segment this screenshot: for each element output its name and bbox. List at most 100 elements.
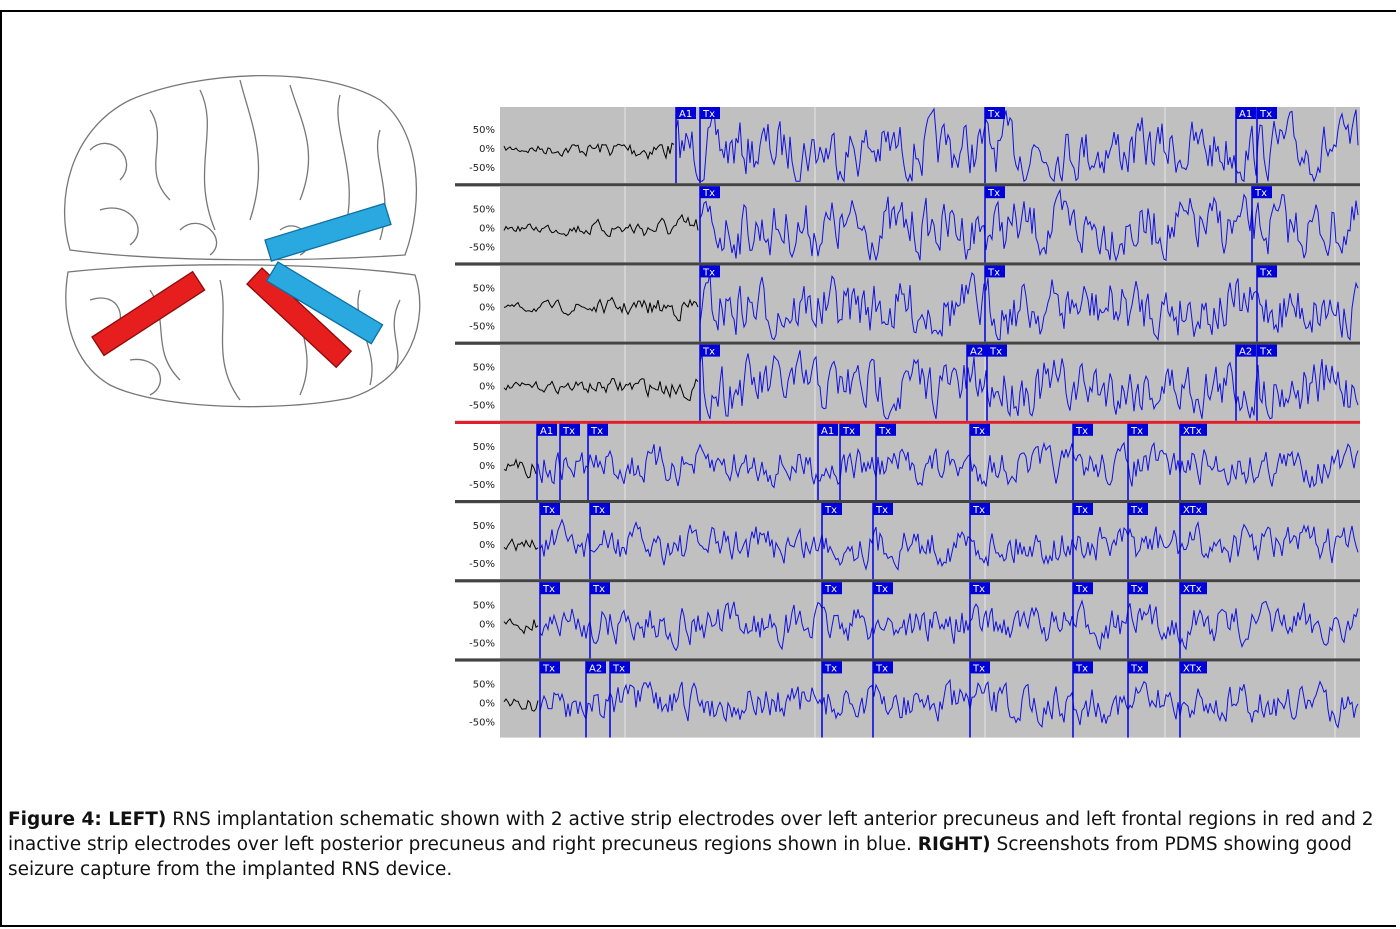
marker-box xyxy=(1128,423,1148,436)
marker-label: Tx xyxy=(1254,188,1267,199)
marker-box xyxy=(540,503,560,515)
axis-label: 0% xyxy=(479,461,495,472)
marker-label: Tx xyxy=(842,426,855,437)
trace-detected xyxy=(539,518,1359,571)
trace-detected xyxy=(537,441,1359,489)
marker-label: Tx xyxy=(562,426,575,437)
marker-box xyxy=(822,503,842,515)
marker-label: Tx xyxy=(987,109,1000,120)
trace-baseline xyxy=(503,296,699,322)
channel-background xyxy=(500,503,1360,580)
marker-box xyxy=(970,503,990,515)
marker-box xyxy=(700,107,720,119)
marker-box xyxy=(985,186,1005,199)
marker-box xyxy=(537,423,557,436)
marker-label: Tx xyxy=(875,505,888,516)
marker-box xyxy=(967,344,987,357)
marker-label: A2 xyxy=(589,663,602,674)
marker-box xyxy=(873,661,893,674)
marker-label: Tx xyxy=(824,584,837,595)
marker-box xyxy=(818,423,838,436)
marker-label: Tx xyxy=(989,347,1002,358)
marker-box xyxy=(970,582,990,595)
marker-box xyxy=(987,344,1007,357)
marker-label: Tx xyxy=(824,505,837,516)
channel-separator xyxy=(455,658,1360,662)
trace-baseline xyxy=(503,458,537,479)
marker-box xyxy=(1073,503,1093,515)
trace-baseline xyxy=(503,618,539,635)
marker-box xyxy=(1236,107,1256,119)
marker-label: A1 xyxy=(821,426,834,437)
marker-box xyxy=(1073,423,1093,436)
marker-box xyxy=(1257,265,1277,278)
trace-baseline xyxy=(503,142,675,161)
marker-box xyxy=(873,582,893,595)
channel-background xyxy=(500,423,1360,500)
caption-label: Figure 4: LEFT) xyxy=(8,809,167,830)
axis-label: 50% xyxy=(473,600,495,611)
trace-baseline xyxy=(503,538,539,552)
marker-label: Tx xyxy=(972,663,985,674)
axis-label: 0% xyxy=(479,540,495,551)
marker-label: Tx xyxy=(1075,426,1088,437)
marker-label: Tx xyxy=(972,505,985,516)
marker-box xyxy=(1236,344,1256,357)
axis-label: -50% xyxy=(469,638,495,649)
marker-label: Tx xyxy=(987,188,1000,199)
channel-background xyxy=(500,661,1360,738)
marker-box xyxy=(1257,107,1277,119)
channel-background xyxy=(500,186,1360,263)
axis-label: -50% xyxy=(469,718,495,729)
channel-separator xyxy=(455,341,1360,345)
marker-label: Tx xyxy=(1075,505,1088,516)
marker-label: Tx xyxy=(702,347,715,358)
marker-box xyxy=(970,423,990,436)
marker-box xyxy=(873,503,893,515)
marker-box xyxy=(1128,582,1148,595)
marker-label: XTx xyxy=(1183,426,1202,437)
marker-label: Tx xyxy=(875,663,888,674)
figure: 50% 0% -50% A1 Tx Tx A1 Tx 50% 0% -50% Tx Tx Tx 50% 0% -… xyxy=(63,74,1360,738)
axis-label: -50% xyxy=(469,559,495,570)
marker-box xyxy=(588,423,608,436)
axis-label: 50% xyxy=(473,204,495,215)
trace-detected xyxy=(539,678,1359,729)
marker-label: A2 xyxy=(970,347,983,358)
marker-label: Tx xyxy=(875,584,888,595)
caption: Figure 4: LEFT) RNS implantation schemat… xyxy=(8,807,1400,882)
marker-box xyxy=(560,423,580,436)
axis-label: 50% xyxy=(473,442,495,453)
axis-label: 0% xyxy=(479,619,495,630)
marker-box xyxy=(1073,661,1093,674)
marker-box xyxy=(610,661,630,674)
marker-box xyxy=(970,661,990,674)
marker-box xyxy=(700,186,720,199)
trace-baseline xyxy=(503,377,699,402)
marker-box xyxy=(985,265,1005,278)
marker-box xyxy=(876,423,896,436)
marker-label: Tx xyxy=(542,505,555,516)
trace-detected xyxy=(699,350,1359,420)
marker-box xyxy=(586,661,606,674)
marker-label: Tx xyxy=(1130,426,1143,437)
marker-box xyxy=(985,107,1005,119)
axis-label: 50% xyxy=(473,125,495,136)
marker-label: Tx xyxy=(1075,584,1088,595)
channel-background xyxy=(500,265,1360,342)
marker-box xyxy=(676,107,696,119)
marker-box xyxy=(1180,661,1207,674)
marker-label: Tx xyxy=(592,584,605,595)
marker-box xyxy=(1180,503,1207,515)
marker-label: Tx xyxy=(972,426,985,437)
trace-detected xyxy=(699,271,1359,342)
marker-label: XTx xyxy=(1183,584,1202,595)
marker-box xyxy=(590,582,610,595)
marker-label: A1 xyxy=(540,426,553,437)
marker-label: A2 xyxy=(1239,347,1252,358)
marker-label: A1 xyxy=(679,109,692,120)
axis-label: 0% xyxy=(479,144,495,155)
marker-label: Tx xyxy=(592,505,605,516)
channel-separator xyxy=(455,579,1360,583)
trace-baseline xyxy=(503,698,539,712)
